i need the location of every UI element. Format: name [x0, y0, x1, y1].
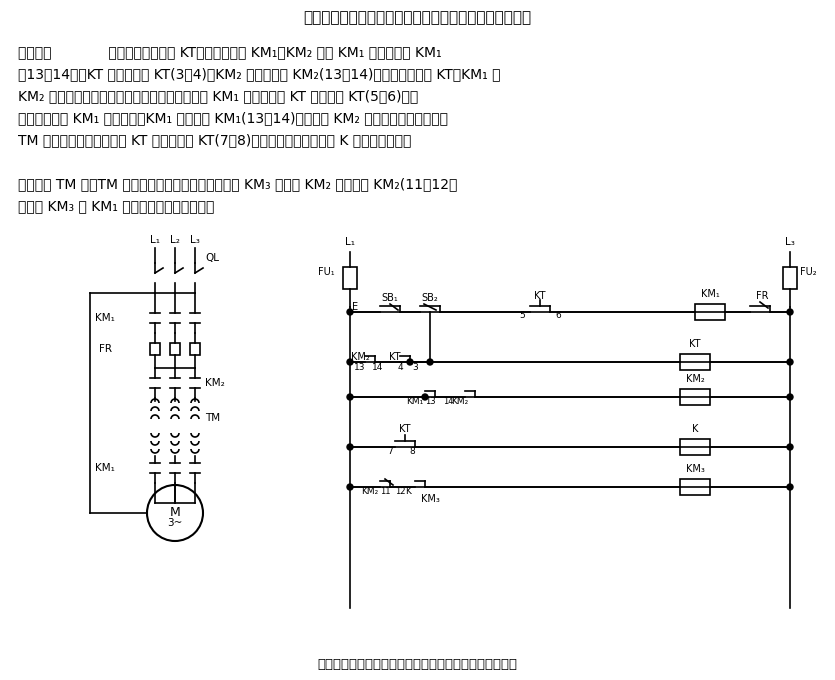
Text: TM 退出运行。这样，即使 KT 的延时触点 KT(7－8)接触不良或中间继电器 K 发生故障而不能: TM 退出运行。这样，即使 KT 的延时触点 KT(7－8)接触不良或中间继电器…	[18, 133, 412, 147]
Circle shape	[787, 484, 793, 490]
Text: M: M	[170, 507, 180, 520]
Text: KM₃: KM₃	[421, 494, 439, 504]
Text: KM₂: KM₂	[686, 374, 705, 384]
Text: KT: KT	[534, 291, 546, 301]
Text: 3: 3	[412, 362, 418, 371]
Text: （13－14）、KT 的常开触点 KT(3－4)、KM₂ 的常开触点 KM₂(13－14)相互联锁。不论 KT、KM₁ 或: （13－14）、KT 的常开触点 KT(3－4)、KM₂ 的常开触点 KM₂(1…	[18, 67, 500, 81]
Circle shape	[347, 309, 353, 315]
Circle shape	[347, 444, 353, 450]
Circle shape	[407, 359, 413, 365]
Text: KT: KT	[389, 352, 401, 362]
Text: KM₁: KM₁	[407, 398, 423, 407]
Text: L₂: L₂	[170, 235, 180, 245]
Text: L₃: L₃	[785, 237, 795, 247]
Text: KT: KT	[689, 339, 701, 349]
Text: 可消除 KM₃ 与 KM₁ 之间的飞弧引起的短路。: 可消除 KM₃ 与 KM₁ 之间的飞弧引起的短路。	[18, 199, 215, 213]
Text: KT: KT	[399, 424, 411, 434]
Circle shape	[347, 484, 353, 490]
Bar	[343, 267, 357, 289]
Text: 13: 13	[354, 362, 366, 371]
Bar	[695, 304, 725, 320]
Circle shape	[787, 394, 793, 400]
Text: FU₁: FU₁	[318, 267, 335, 277]
Circle shape	[347, 359, 353, 365]
Text: 3~: 3~	[167, 518, 183, 528]
Text: 6: 6	[555, 311, 561, 320]
Text: 5: 5	[519, 311, 525, 320]
Text: L₁: L₁	[150, 235, 160, 245]
Text: KM₁: KM₁	[95, 463, 115, 473]
Circle shape	[427, 359, 433, 365]
Text: 14: 14	[372, 362, 384, 371]
Text: K: K	[405, 488, 411, 496]
Bar	[680, 479, 710, 495]
Bar	[150, 343, 160, 355]
Text: TM: TM	[205, 413, 220, 423]
Circle shape	[787, 309, 793, 315]
Bar	[680, 354, 710, 370]
Text: L₁: L₁	[345, 237, 355, 247]
Bar	[190, 343, 200, 355]
Text: E: E	[352, 302, 358, 312]
Text: 7: 7	[387, 447, 393, 456]
Text: KM₁: KM₁	[701, 289, 720, 299]
Text: KM₂: KM₂	[452, 398, 468, 407]
Bar	[783, 267, 797, 289]
Text: KM₁: KM₁	[95, 313, 115, 323]
Text: 利用时间继电器多余触点的自耦变压器降压启动控制电路: 利用时间继电器多余触点的自耦变压器降压启动控制电路	[303, 10, 532, 25]
Text: 可靠切换 TM 时，TM 也不会因此而烧毁。串于接触器 KM₃ 回路的 KM₂ 常闭触点 KM₂(11－12）: 可靠切换 TM 时，TM 也不会因此而烧毁。串于接触器 KM₃ 回路的 KM₂ …	[18, 177, 458, 191]
Text: L₃: L₃	[190, 235, 200, 245]
Bar	[680, 439, 710, 455]
Text: FR: FR	[756, 291, 768, 301]
Text: FU₂: FU₂	[800, 267, 817, 277]
Text: 利用时间继电器多余触点的自耦变压器降压启动控制电路: 利用时间继电器多余触点的自耦变压器降压启动控制电路	[317, 658, 518, 672]
Text: KM₂: KM₂	[362, 488, 378, 496]
Text: KM₂ 自身或回路故障，电动机均不能启动。串于 KM₁ 控制回路的 KT 延时触点 KT(5－6)经延: KM₂ 自身或回路故障，电动机均不能启动。串于 KM₁ 控制回路的 KT 延时触…	[18, 89, 418, 103]
Text: SB₁: SB₁	[382, 293, 398, 303]
Text: 电路如图             所示，时间继电器 KT、启动接触器 KM₁、KM₂ 通过 KM₁ 的常开触点 KM₁: 电路如图 所示，时间继电器 KT、启动接触器 KM₁、KM₂ 通过 KM₁ 的常…	[18, 45, 442, 59]
Text: 8: 8	[409, 447, 415, 456]
Circle shape	[787, 359, 793, 365]
Text: 13: 13	[425, 398, 435, 407]
Text: 11: 11	[380, 488, 390, 496]
Text: KM₂: KM₂	[351, 352, 369, 362]
Circle shape	[787, 444, 793, 450]
Text: K: K	[692, 424, 698, 434]
Text: KM₂: KM₂	[205, 378, 225, 388]
Bar	[680, 389, 710, 405]
Text: 12: 12	[395, 488, 405, 496]
Circle shape	[347, 394, 353, 400]
Circle shape	[422, 394, 428, 400]
Text: 14: 14	[443, 398, 453, 407]
Text: FR: FR	[99, 344, 112, 354]
Text: QL: QL	[205, 253, 219, 263]
Text: 4: 4	[397, 362, 402, 371]
Bar	[170, 343, 180, 355]
Text: SB₂: SB₂	[422, 293, 438, 303]
Text: 时后断开，使 KM₁ 失电释放，KM₁ 常开触点 KM₁(13－14)即断，使 KM₂ 失电释放，自耦变压器: 时后断开，使 KM₁ 失电释放，KM₁ 常开触点 KM₁(13－14)即断，使 …	[18, 111, 448, 125]
Text: KM₃: KM₃	[686, 464, 705, 474]
